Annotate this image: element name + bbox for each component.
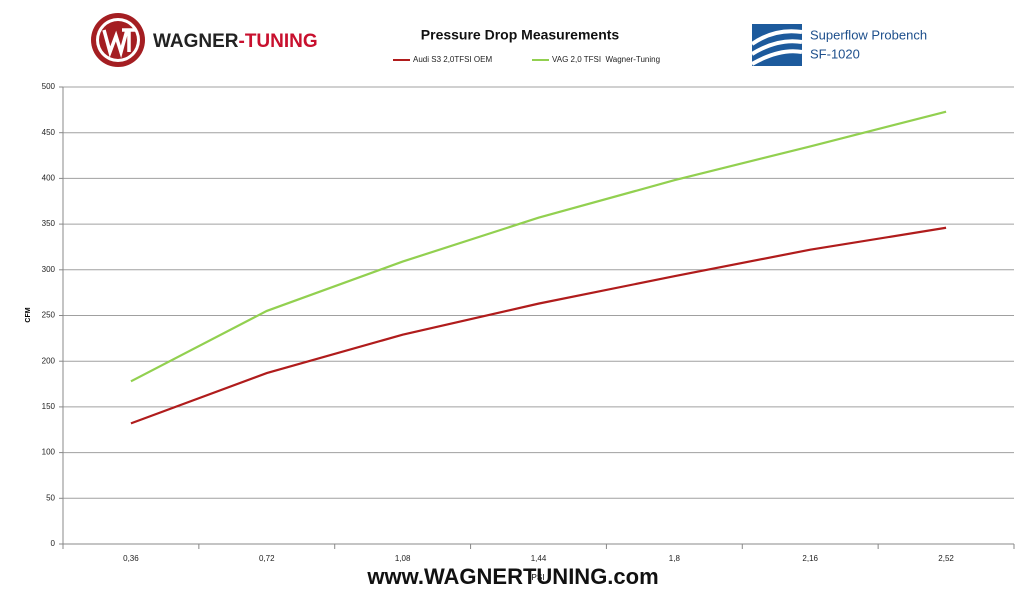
bench-name: Superflow Probench <box>810 27 927 42</box>
y-axis-label: CFM <box>25 307 32 322</box>
x-tick-label: 2,16 <box>802 554 818 563</box>
y-tick-label: 450 <box>42 128 56 137</box>
x-tick-label: 0,36 <box>123 554 139 563</box>
y-tick-label: 50 <box>46 493 55 502</box>
x-axis-label: PSI <box>532 573 545 582</box>
legend-label: VAG 2,0 TFSI Wagner-Tuning <box>552 55 660 64</box>
bench-logo <box>750 24 803 66</box>
y-tick-label: 0 <box>51 539 56 548</box>
x-tick-label: 1,8 <box>669 554 681 563</box>
brand-logo <box>91 13 145 67</box>
legend-label: Audi S3 2,0TFSI OEM <box>413 55 492 64</box>
x-tick-label: 1,44 <box>531 554 547 563</box>
y-tick-label: 300 <box>42 265 56 274</box>
brand-name: WAGNER-TUNING <box>153 31 318 52</box>
x-tick-label: 0,72 <box>259 554 275 563</box>
watermark: www.WAGNERTUNING.com <box>366 564 658 589</box>
y-tick-label: 100 <box>42 448 56 457</box>
series-line <box>130 110 947 383</box>
y-tick-label: 350 <box>42 219 56 228</box>
bench-model: SF-1020 <box>810 46 860 61</box>
chart-title: Pressure Drop Measurements <box>421 27 620 43</box>
x-tick-label: 2,52 <box>938 554 954 563</box>
y-tick-label: 200 <box>42 356 56 365</box>
y-tick-label: 500 <box>42 82 56 91</box>
y-tick-label: 400 <box>42 174 56 183</box>
brand-accent: -TUNING <box>239 31 318 52</box>
series-line <box>130 226 947 425</box>
y-tick-label: 250 <box>42 311 56 320</box>
y-tick-label: 150 <box>42 402 56 411</box>
brand-main: WAGNER <box>153 31 239 52</box>
x-tick-label: 1,08 <box>395 554 411 563</box>
